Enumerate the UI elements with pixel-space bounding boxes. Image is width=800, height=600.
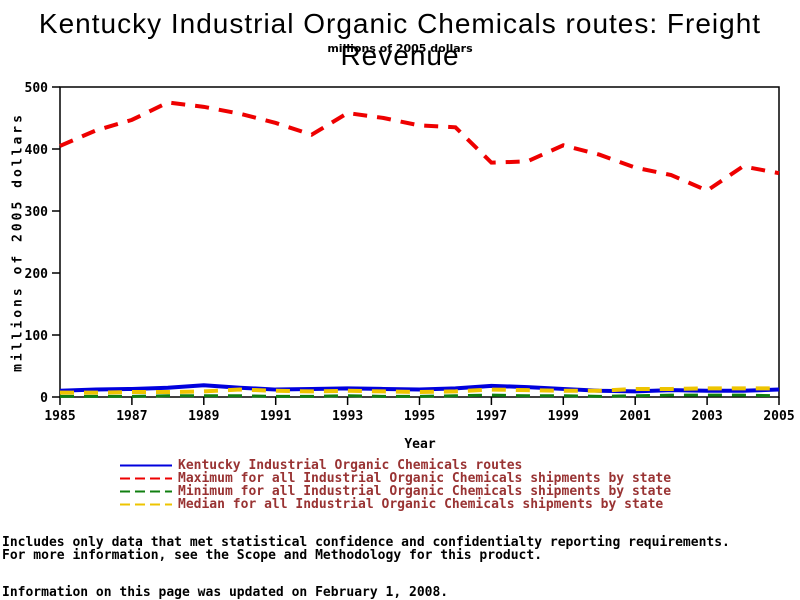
x-tick-label: 2001 [620, 409, 651, 424]
footnote-methodology: For more information, see the Scope and … [2, 548, 543, 563]
chart-title: Kentucky Industrial Organic Chemicals ro… [38, 8, 762, 71]
x-tick-label: 2003 [691, 409, 722, 424]
y-tick-label: 0 [40, 391, 48, 406]
y-axis-title: millions of 2005 dollars [10, 112, 26, 372]
x-tick-label: 1995 [404, 409, 435, 424]
legend-item-kentucky: Kentucky Industrial Organic Chemicals ro… [120, 458, 671, 473]
y-tick-label: 200 [25, 267, 49, 282]
x-tick-label: 1989 [188, 409, 219, 424]
chart-subtitle: millions of 2005 dollars [327, 42, 473, 55]
legend-item-median: Median for all Industrial Organic Chemic… [120, 497, 671, 512]
y-tick-label: 300 [25, 205, 49, 220]
legend-swatch-line [120, 503, 172, 506]
plot-canvas: 0 100 200 300 400 500 1985 1987 1989 1991 1993 1995… [25, 81, 795, 424]
x-axis-title: Year [404, 437, 436, 452]
legend-swatch-line [120, 477, 172, 480]
plot-frame [59, 86, 780, 398]
y-tick-label: 500 [25, 81, 49, 96]
x-tick-label: 2005 [763, 409, 794, 424]
series-line-2 [60, 393, 780, 398]
footnote-confidentiality: Includes only data that met statistical … [2, 535, 730, 550]
series-line-0 [59, 383, 780, 394]
x-tick-label: 1991 [260, 409, 291, 424]
footnote-updated-date: Information on this page was updated on … [2, 585, 449, 600]
x-tick-label: 1993 [332, 409, 363, 424]
x-tick-label: 1985 [44, 409, 75, 424]
legend-swatch-line [120, 490, 172, 493]
x-tick-label: 1997 [476, 409, 507, 424]
legend-swatch-line [120, 464, 172, 467]
legend-item-minimum: Minimum for all Industrial Organic Chemi… [120, 484, 672, 499]
y-tick-label: 100 [25, 329, 49, 344]
legend-label: Median for all Industrial Organic Chemic… [178, 497, 664, 512]
legend: Kentucky Industrial Organic Chemicals ro… [120, 458, 672, 512]
y-tick-label: 400 [25, 143, 49, 158]
x-tick-label: 1987 [116, 409, 147, 424]
x-tick-label: 1999 [548, 409, 579, 424]
legend-label: Kentucky Industrial Organic Chemicals ro… [178, 458, 523, 473]
legend-label: Maximum for all Industrial Organic Chemi… [178, 471, 672, 486]
legend-label: Minimum for all Industrial Organic Chemi… [178, 484, 672, 499]
legend-item-maximum: Maximum for all Industrial Organic Chemi… [120, 471, 672, 486]
footnotes: Includes only data that met statistical … [2, 536, 798, 599]
series-line-1 [59, 100, 780, 193]
